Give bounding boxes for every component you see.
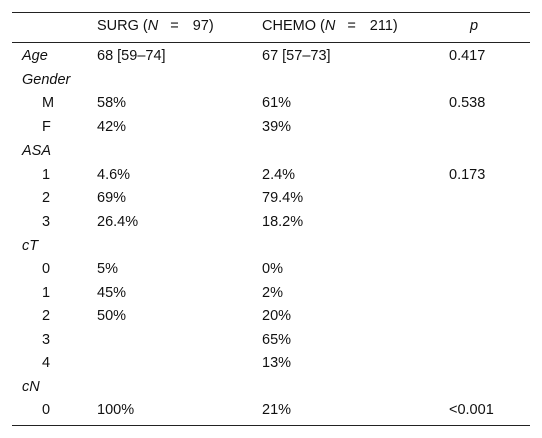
- row-label: Age: [22, 48, 48, 64]
- surg-value: 68 [59–74]: [97, 48, 166, 64]
- header-chemo: CHEMO (N = 211): [262, 16, 398, 36]
- row-label: 0: [42, 402, 51, 418]
- header-surg-equals: =: [170, 18, 179, 34]
- row-label: 1: [42, 167, 51, 183]
- header-surg-label: SURG (: [97, 18, 148, 34]
- header-surg-n: N: [147, 18, 159, 34]
- surg-value: 45%: [97, 285, 127, 301]
- p-value: 0.538: [449, 95, 486, 111]
- chemo-value: 0%: [262, 261, 283, 277]
- header-chemo-n: N: [324, 18, 336, 34]
- p-value: <0.001: [449, 402, 494, 418]
- p-value: 0.417: [449, 48, 486, 64]
- surg-value: 42%: [97, 119, 127, 135]
- row-label: 2: [42, 190, 51, 206]
- row-label: 0: [42, 261, 51, 277]
- surg-value: 50%: [97, 308, 127, 324]
- chemo-value: 13%: [262, 355, 292, 371]
- header-rule: [12, 42, 530, 43]
- chemo-value: 2.4%: [262, 167, 296, 183]
- bottom-rule: [12, 425, 530, 426]
- header-chemo-equals: =: [347, 18, 356, 34]
- chemo-value: 39%: [262, 119, 292, 135]
- chemo-value: 18.2%: [262, 214, 304, 230]
- chemo-value: 61%: [262, 95, 292, 111]
- row-label: 2: [42, 308, 51, 324]
- row-label: 4: [42, 355, 51, 371]
- surg-value: 4.6%: [97, 167, 131, 183]
- row-label: 3: [42, 214, 51, 230]
- header-p-value: p: [470, 18, 479, 34]
- row-label: 3: [42, 332, 51, 348]
- row-label: F: [42, 119, 51, 135]
- surg-value: 5%: [97, 261, 118, 277]
- chemo-value: 65%: [262, 332, 292, 348]
- row-label: 1: [42, 285, 51, 301]
- row-label: Gender: [22, 72, 71, 88]
- p-value: 0.173: [449, 167, 486, 183]
- header-chemo-count: 211): [369, 18, 398, 34]
- top-rule: [12, 12, 530, 13]
- chemo-value: 21%: [262, 402, 292, 418]
- row-label: cN: [22, 379, 40, 395]
- header-surg: SURG (N = 97): [97, 16, 214, 36]
- surg-value: 26.4%: [97, 214, 139, 230]
- chemo-value: 67 [57–73]: [262, 48, 331, 64]
- header-surg-count: 97): [192, 18, 214, 34]
- row-label: ASA: [22, 143, 52, 159]
- chemo-value: 2%: [262, 285, 283, 301]
- header-chemo-label: CHEMO (: [262, 18, 325, 34]
- row-label: cT: [22, 238, 39, 254]
- chemo-value: 20%: [262, 308, 292, 324]
- surg-value: 100%: [97, 402, 135, 418]
- surg-value: 69%: [97, 190, 127, 206]
- chemo-value: 79.4%: [262, 190, 304, 206]
- surg-value: 58%: [97, 95, 127, 111]
- row-label: M: [42, 95, 55, 111]
